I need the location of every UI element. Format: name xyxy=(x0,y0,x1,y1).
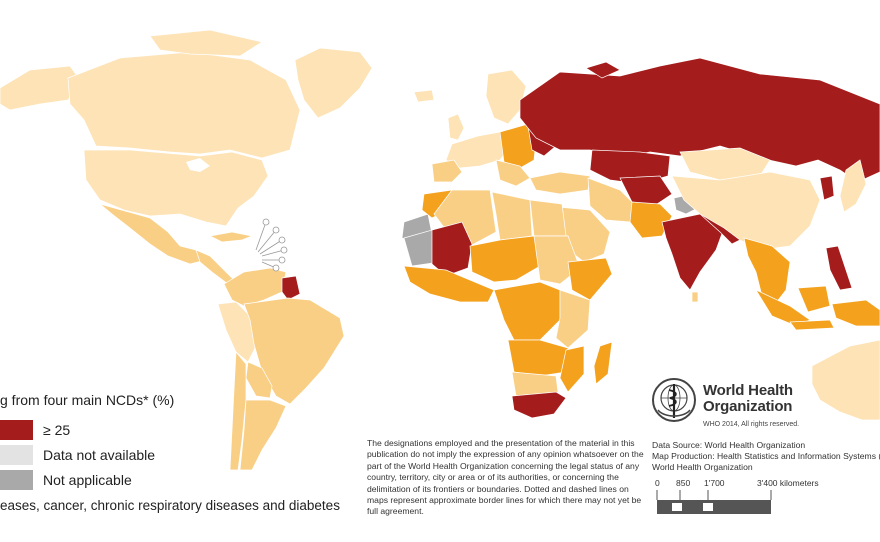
scale-tick-3: 3'400 kilometers xyxy=(757,478,819,488)
region-china[interactable] xyxy=(671,171,821,251)
region-argentina[interactable] xyxy=(239,399,287,471)
region-central-asia[interactable] xyxy=(619,175,673,207)
legend-label-not-applicable: Not applicable xyxy=(43,472,132,488)
legend-swatch-not-applicable xyxy=(0,470,33,490)
region-caribbean[interactable] xyxy=(208,231,254,243)
region-ecuador-peru[interactable] xyxy=(217,301,259,363)
who-name: World Health Organization xyxy=(703,383,793,415)
credit-source: Data Source: World Health Organization xyxy=(652,440,806,450)
disclaimer-text: The designations employed and the presen… xyxy=(367,438,644,517)
region-sri-lanka[interactable] xyxy=(691,291,699,303)
legend-swatch-not-available xyxy=(0,445,33,465)
region-iceland[interactable] xyxy=(413,89,435,103)
region-central-america[interactable] xyxy=(195,249,237,285)
scale-bar xyxy=(656,490,772,516)
small-states-callouts xyxy=(255,218,288,272)
region-egypt[interactable] xyxy=(529,199,567,237)
region-afghanistan-pakistan[interactable] xyxy=(629,201,673,239)
region-greenland[interactable] xyxy=(294,47,373,119)
legend-title: g from four main NCDs* (%) xyxy=(0,392,175,408)
region-mexico[interactable] xyxy=(99,203,207,265)
region-mozambique[interactable] xyxy=(559,345,585,393)
scale-tick-0: 0 xyxy=(655,478,660,488)
scale-tick-2: 1'700 xyxy=(704,478,725,488)
who-rights: WHO 2014, All rights reserved. xyxy=(703,421,800,428)
region-arctic-islands[interactable] xyxy=(149,29,263,57)
region-guyana[interactable] xyxy=(281,275,301,301)
region-borneo[interactable] xyxy=(797,285,831,313)
region-brazil[interactable] xyxy=(243,297,345,405)
region-angola-zambia[interactable] xyxy=(507,339,569,377)
region-libya[interactable] xyxy=(491,191,533,241)
who-emblem-icon xyxy=(652,378,696,422)
region-west-africa[interactable] xyxy=(403,265,495,303)
region-niger-chad[interactable] xyxy=(469,235,541,283)
legend-item-not-applicable: Not applicable xyxy=(0,470,132,490)
legend-footnote: eases, cancer, chronic respiratory disea… xyxy=(0,498,340,513)
region-timor-islands[interactable] xyxy=(789,319,835,331)
region-south-africa[interactable] xyxy=(511,391,567,419)
region-canada[interactable] xyxy=(67,51,301,159)
legend-label-high: ≥ 25 xyxy=(43,422,71,438)
legend-item-not-available: Data not available xyxy=(0,445,155,465)
legend-item-high: ≥ 25 xyxy=(0,420,70,440)
region-balkans[interactable] xyxy=(495,159,531,187)
region-alaska[interactable] xyxy=(0,65,81,111)
region-new-guinea[interactable] xyxy=(831,299,880,327)
region-scandinavia[interactable] xyxy=(485,69,527,125)
region-mali[interactable] xyxy=(431,221,473,277)
region-philippines[interactable] xyxy=(825,245,853,291)
credit-org: World Health Organization xyxy=(652,462,753,472)
who-name-line2: Organization xyxy=(703,398,793,415)
region-japan[interactable] xyxy=(839,159,867,213)
region-iberia[interactable] xyxy=(431,159,463,183)
legend-label-not-available: Data not available xyxy=(43,447,156,463)
region-novaya-zemlya[interactable] xyxy=(585,61,621,79)
region-uk[interactable] xyxy=(447,113,465,141)
region-madagascar[interactable] xyxy=(593,341,613,385)
credit-production: Map Production: Health Statistics and In… xyxy=(652,451,880,461)
who-name-line1: World Health xyxy=(703,382,793,399)
legend-swatch-high xyxy=(0,420,33,440)
region-usa[interactable] xyxy=(83,149,269,227)
region-korea[interactable] xyxy=(819,175,835,201)
region-australia[interactable] xyxy=(811,339,880,421)
great-lakes xyxy=(186,158,210,172)
region-chile[interactable] xyxy=(229,351,247,471)
scale-tick-1: 850 xyxy=(676,478,691,488)
map-credits: Data Source: World Health Organization M… xyxy=(652,440,880,473)
region-turkey-caucasus[interactable] xyxy=(529,171,591,195)
region-central-africa[interactable] xyxy=(493,281,561,341)
region-east-africa[interactable] xyxy=(555,289,591,349)
region-horn-of-africa[interactable] xyxy=(567,257,613,301)
